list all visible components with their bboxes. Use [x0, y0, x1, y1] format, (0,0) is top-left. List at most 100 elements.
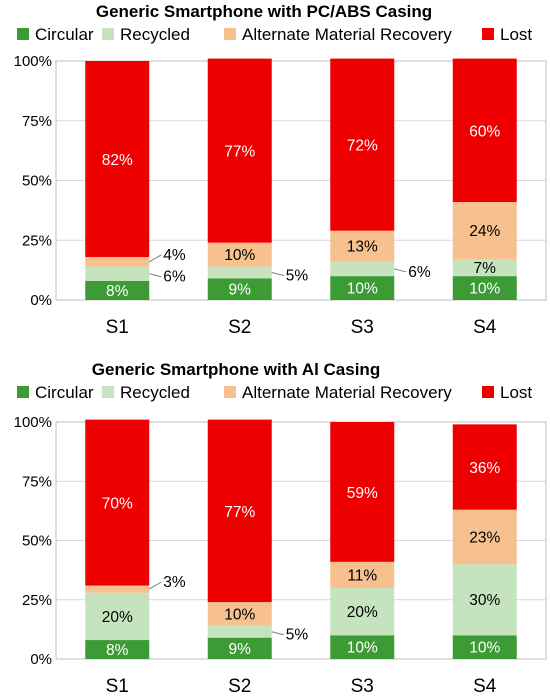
bar-segment [85, 419, 150, 586]
y-tick-label: 75% [22, 473, 52, 490]
x-category-label: S3 [351, 676, 374, 697]
bar-segment [85, 640, 150, 659]
bar-segment [452, 58, 517, 203]
x-category-label: S2 [228, 317, 251, 338]
bar-segment [330, 261, 395, 277]
data-label: 70% [102, 496, 133, 513]
x-category-label: S4 [473, 317, 497, 338]
bar-segment [330, 58, 395, 231]
legend-swatch [482, 28, 494, 40]
data-label: 6% [163, 269, 186, 286]
data-label: 5% [286, 268, 309, 285]
bar-segment [330, 561, 395, 588]
chart-2: Generic Smartphone with Al Casing Circula… [14, 360, 547, 697]
data-label: 8% [106, 283, 129, 300]
bar-segment [207, 637, 272, 659]
leader-line [271, 272, 284, 277]
legend-entry: Circular [35, 383, 94, 402]
data-label: 72% [347, 138, 378, 155]
bar-segment [207, 602, 272, 626]
bar-segment [85, 585, 150, 593]
legend-swatch [17, 386, 29, 398]
legend-entry: Lost [500, 25, 532, 44]
plot-area [55, 421, 547, 660]
bar-segment [452, 509, 517, 565]
leader-line [394, 268, 407, 273]
bar-segment [452, 564, 517, 636]
x-category-label: S1 [106, 317, 129, 338]
y-tick-label: 0% [30, 292, 52, 309]
data-label: 77% [224, 144, 255, 161]
legend-swatch [224, 28, 236, 40]
data-label: 59% [347, 485, 378, 502]
chart-title: Generic Smartphone with PC/ABS Casing [96, 2, 432, 21]
data-label: 4% [163, 247, 186, 264]
y-tick-label: 25% [22, 232, 52, 249]
bar-segment [452, 202, 517, 260]
bar-segment [330, 230, 395, 262]
data-label: 10% [347, 640, 378, 657]
bar-segment [330, 587, 395, 636]
leader-line [148, 254, 162, 263]
x-category-label: S4 [473, 676, 497, 697]
data-label: 20% [347, 604, 378, 621]
data-label: 10% [469, 640, 500, 657]
bar-segment [85, 61, 150, 257]
y-tick-label: 100% [14, 53, 52, 70]
y-tick-label: 50% [22, 173, 52, 190]
y-tick-label: 50% [22, 533, 52, 550]
data-label: 10% [347, 280, 378, 297]
data-label: 7% [474, 260, 497, 277]
x-category-label: S1 [106, 676, 129, 697]
plot-area [55, 60, 547, 301]
bar-segment [452, 259, 517, 277]
bar-segment [207, 625, 272, 638]
bar-segment [330, 422, 395, 562]
data-label: 11% [347, 567, 377, 584]
bar-segment [85, 592, 150, 641]
bar-segment [85, 280, 150, 300]
y-tick-label: 75% [22, 113, 52, 130]
data-label: 60% [469, 123, 500, 140]
bar-segment [207, 58, 272, 243]
data-label: 20% [102, 609, 133, 626]
legend-entry: Alternate Material Recovery [242, 383, 452, 402]
leader-line [149, 273, 162, 278]
y-tick-label: 100% [14, 414, 52, 431]
y-tick-label: 25% [22, 592, 52, 609]
legend-entry: Recycled [120, 25, 190, 44]
data-label: 9% [229, 641, 252, 658]
y-tick-label: 0% [30, 651, 52, 668]
chart-1: Generic Smartphone with PC/ABS CasingCir… [14, 2, 547, 338]
legend-swatch [102, 28, 114, 40]
x-category-label: S2 [228, 676, 251, 697]
data-label: 13% [347, 239, 378, 256]
data-label: 9% [229, 282, 252, 299]
legend-swatch [224, 386, 236, 398]
legend-entry: Alternate Material Recovery [242, 25, 452, 44]
data-label: 8% [106, 642, 129, 659]
data-label: 10% [224, 606, 255, 623]
bar-segment [452, 276, 517, 300]
data-label: 30% [469, 592, 500, 609]
leader-line [148, 581, 162, 590]
legend-swatch [482, 386, 494, 398]
bar-segment [207, 419, 272, 603]
x-category-label: S3 [351, 317, 374, 338]
bar-segment [330, 635, 395, 659]
data-label: 10% [469, 280, 500, 297]
data-label: 5% [286, 627, 309, 644]
bar-segment [330, 276, 395, 300]
bar-segment [85, 266, 150, 281]
legend-entry: Circular [35, 25, 94, 44]
data-label: 36% [469, 460, 500, 477]
bar-segment [207, 242, 272, 267]
legend-entry: Lost [500, 383, 532, 402]
legend-entry: Recycled [120, 383, 190, 402]
bar-segment [452, 635, 517, 659]
legend-swatch [17, 28, 29, 40]
data-label: 77% [224, 504, 255, 521]
legend-swatch [102, 386, 114, 398]
bar-segment [452, 424, 517, 510]
